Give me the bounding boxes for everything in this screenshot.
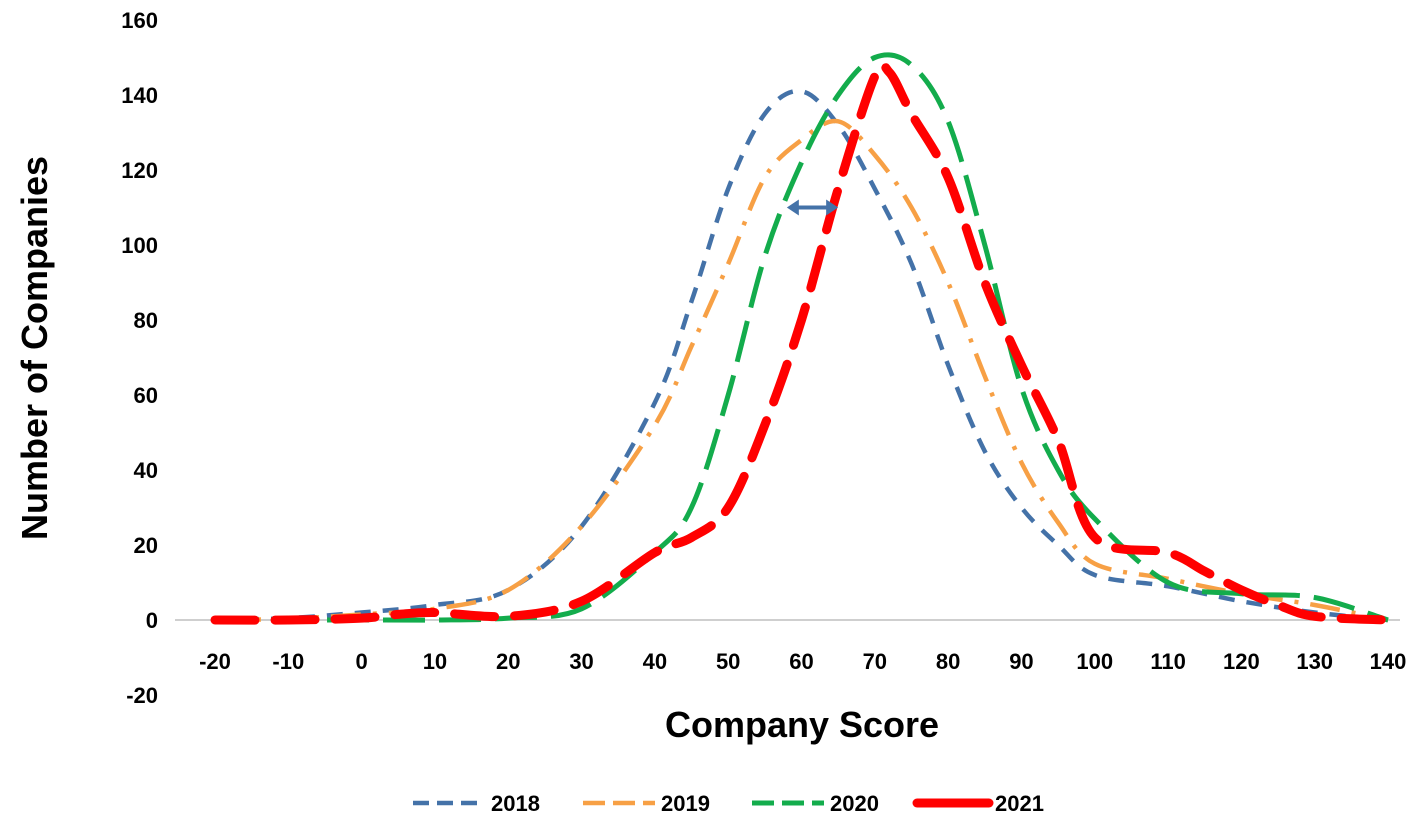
y-tick-label: 140 [121, 83, 158, 108]
y-tick-label: 60 [134, 383, 158, 408]
series-line-2018 [214, 88, 1389, 623]
x-tick-label: 100 [1076, 649, 1113, 674]
double-arrow-annotation [786, 199, 839, 216]
x-tick-label: 80 [936, 649, 960, 674]
y-tick-label: 40 [134, 458, 158, 483]
y-tick-label: 20 [134, 533, 158, 558]
series-line-2021 [210, 60, 1393, 625]
x-tick-label: 90 [1009, 649, 1033, 674]
legend-item-2020: 2020 [752, 791, 879, 816]
x-tick-label: 130 [1296, 649, 1333, 674]
legend-label: 2020 [830, 791, 879, 816]
x-tick-label: 70 [863, 649, 887, 674]
x-tick-label: 60 [789, 649, 813, 674]
y-tick-label: 0 [146, 608, 158, 633]
y-tick-label: 160 [121, 8, 158, 33]
x-tick-label: -10 [272, 649, 304, 674]
y-tick-label: 100 [121, 233, 158, 258]
series-line-2020 [215, 52, 1389, 623]
legend-label: 2021 [995, 791, 1044, 816]
x-tick-label: -20 [199, 649, 231, 674]
y-tick-label: 80 [134, 308, 158, 333]
x-tick-label: 40 [643, 649, 667, 674]
x-tick-label: 20 [496, 649, 520, 674]
legend: 2018 2019 2020 2021 [413, 791, 1044, 816]
x-tick-label: 120 [1223, 649, 1260, 674]
x-tick-label: 10 [423, 649, 447, 674]
legend-label: 2018 [491, 791, 540, 816]
x-tick-label: 0 [356, 649, 368, 674]
legend-item-2021: 2021 [912, 791, 1044, 816]
x-tick-label: 140 [1370, 649, 1407, 674]
series-line-2019 [214, 118, 1389, 623]
y-tick-label: -20 [126, 683, 158, 708]
y-tick-label: 120 [121, 158, 158, 183]
legend-label: 2019 [661, 791, 710, 816]
legend-item-2018: 2018 [413, 791, 540, 816]
x-tick-label: 50 [716, 649, 740, 674]
y-axis-title: Number of Companies [14, 156, 55, 540]
x-tick-label: 110 [1150, 649, 1186, 674]
legend-item-2019: 2019 [583, 791, 710, 816]
x-tick-label: 30 [569, 649, 593, 674]
x-axis-title: Company Score [665, 704, 939, 745]
